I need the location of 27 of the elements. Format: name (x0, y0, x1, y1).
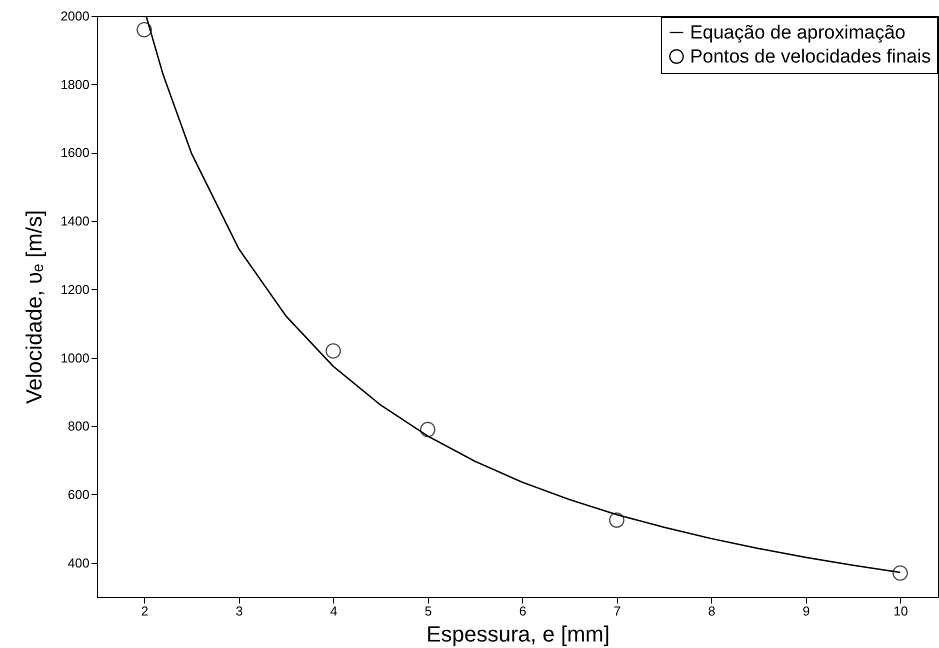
x-tick-label: 8 (708, 604, 716, 618)
y-tick-label: 800 (68, 418, 90, 434)
y-tick-label: 400 (68, 555, 90, 570)
y-tick-label: 1000 (60, 350, 90, 366)
legend-label: Equação de aproximação (690, 22, 906, 44)
x-tick-label: 6 (519, 604, 526, 618)
x-axis-title: Espessura, e [mm] (426, 622, 610, 646)
point (892, 565, 908, 581)
point (609, 512, 624, 528)
legend-label: Pontos de velocidades finais (690, 46, 931, 68)
x-tick-label: 10 (893, 604, 908, 618)
x-tick-label: 4 (330, 604, 338, 618)
point (136, 22, 152, 38)
y-tick-label: 2000 (60, 8, 90, 24)
x-tick-label: 2 (141, 604, 148, 618)
point (326, 343, 341, 359)
y-tick-label: 1200 (60, 282, 90, 297)
point (420, 422, 436, 438)
y-axis-title: Velocidade, υₑ [m/s] (22, 210, 47, 404)
x-tick-label: 5 (424, 604, 432, 618)
y-tick-label: 1400 (60, 214, 90, 229)
y-tick-label: 600 (68, 486, 90, 502)
y-tick-label: 1800 (60, 76, 90, 92)
x-tick-label: 7 (614, 604, 621, 618)
y-tick-label: 1600 (60, 145, 90, 160)
x-tick-label: 9 (802, 604, 810, 618)
x-tick-label: 3 (236, 604, 243, 618)
